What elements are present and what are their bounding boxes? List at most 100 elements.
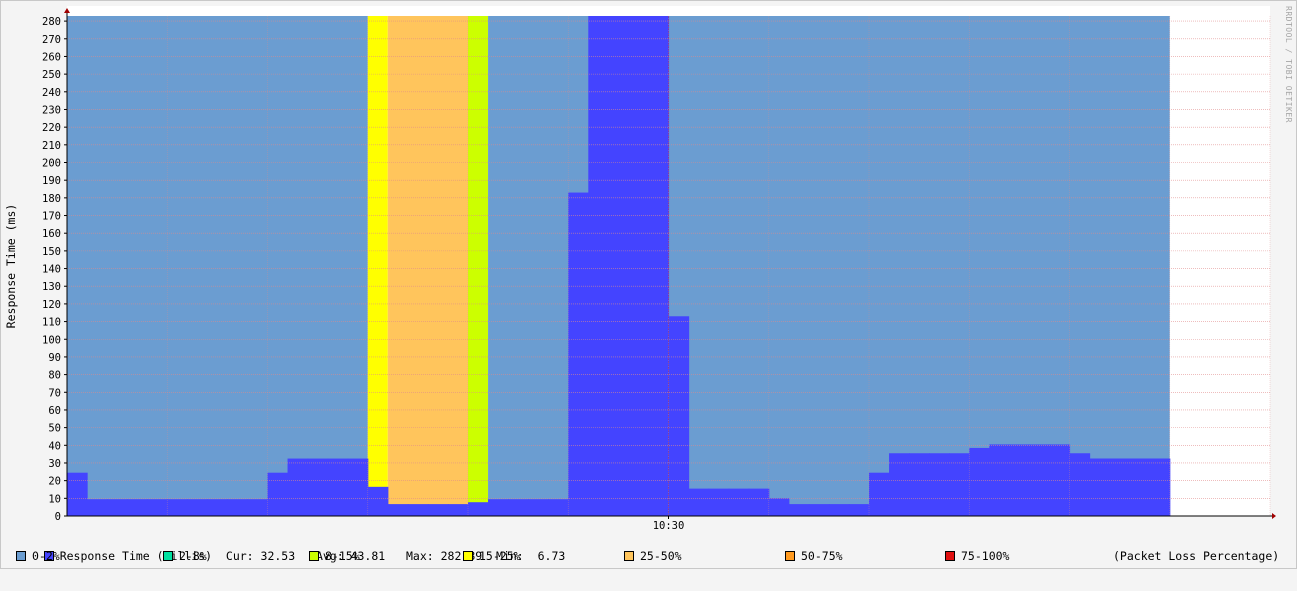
response-bar xyxy=(187,499,208,516)
loss-band-2 xyxy=(387,16,468,516)
rrdtool-watermark: RRDTOOL / TOBI OETIKER xyxy=(1284,6,1293,123)
avg-label: Avg: xyxy=(315,549,344,563)
y-tick-label: 120 xyxy=(42,299,61,311)
y-tick-label: 150 xyxy=(42,246,61,258)
response-bar xyxy=(347,458,369,516)
loss-legend-swatch xyxy=(463,551,473,561)
response-bar xyxy=(468,502,489,516)
loss-legend-label: 50-75% xyxy=(801,549,843,563)
loss-band-1 xyxy=(367,16,388,516)
response-bar xyxy=(989,444,1010,516)
response-bar xyxy=(107,499,128,516)
response-legend-row: Response Time (millis) Cur: 32.53 Avg: 4… xyxy=(16,535,565,563)
response-bar xyxy=(648,16,670,516)
response-bar xyxy=(447,504,469,516)
response-bar xyxy=(1089,458,1111,516)
y-tick-label: 10 xyxy=(48,493,61,505)
response-bar xyxy=(67,472,88,516)
response-bar xyxy=(367,486,389,516)
graph-frame: 0 10 20 30 40 50 60 70 80 90 100 110 120 130 140 150 160… xyxy=(0,0,1297,569)
response-bar xyxy=(929,453,950,516)
min-value: 6.73 xyxy=(537,549,566,563)
y-tick-label: 230 xyxy=(42,104,61,116)
y-tick-label: 180 xyxy=(42,193,61,205)
loss-legend-label: 15-25% xyxy=(479,549,521,563)
response-bar xyxy=(1109,458,1131,516)
response-bar xyxy=(628,16,650,516)
y-tick-label: 110 xyxy=(42,317,61,329)
loss-legend-item: 75-100% xyxy=(945,549,1009,563)
response-bar xyxy=(427,504,449,516)
loss-legend-label: 0-2% xyxy=(32,549,60,563)
response-bar xyxy=(788,504,810,516)
loss-legend-item: 8-15% xyxy=(309,549,360,563)
y-tick-label: 200 xyxy=(42,158,61,170)
loss-legend-label: 25-50% xyxy=(640,549,682,563)
response-bar xyxy=(1029,444,1051,516)
y-tick-label: 90 xyxy=(48,352,61,364)
x-axis-arrow xyxy=(1272,513,1276,519)
loss-legend-swatch xyxy=(624,551,634,561)
response-bar xyxy=(1009,444,1030,516)
loss-legend-item: 0-2% xyxy=(16,549,60,563)
loss-legend-swatch xyxy=(945,551,955,561)
response-bar xyxy=(909,453,930,516)
response-bar xyxy=(207,499,228,516)
response-bar xyxy=(167,499,188,516)
response-bar xyxy=(287,458,309,516)
cur-value: 32.53 xyxy=(260,549,296,563)
response-bar xyxy=(889,453,910,516)
response-bar xyxy=(708,488,730,516)
y-axis-arrow xyxy=(64,8,70,13)
response-bar xyxy=(327,458,349,516)
min-label: Min: xyxy=(496,549,524,563)
y-tick-label: 260 xyxy=(42,51,61,63)
avg-value: 43.81 xyxy=(350,549,386,563)
response-bar xyxy=(1069,453,1091,516)
response-bar xyxy=(147,499,168,516)
y-tick-label: 170 xyxy=(42,211,61,223)
y-tick-label: 160 xyxy=(42,228,61,240)
response-bar xyxy=(508,499,529,516)
y-tick-label: 30 xyxy=(48,458,61,470)
response-bar xyxy=(969,447,990,516)
loss-band-0 xyxy=(67,16,368,516)
packet-loss-legend-row: (Packet Loss Percentage) 0-2% 2-8% 8-15% 15… xyxy=(16,549,1286,563)
loss-legend-swatch xyxy=(16,551,26,561)
response-bar xyxy=(267,472,289,516)
loss-band-3 xyxy=(468,16,489,516)
response-bar xyxy=(227,499,249,516)
y-tick-label: 240 xyxy=(42,87,61,99)
response-bar xyxy=(949,453,970,516)
y-tick-label: 190 xyxy=(42,175,61,187)
y-tick-label: 280 xyxy=(42,16,61,28)
loss-legend-label: 2-8% xyxy=(179,549,207,563)
response-time-chart: 0 10 20 30 40 50 60 70 80 90 100 110 120 130 140 150 160… xyxy=(4,6,1276,532)
response-bar xyxy=(1149,458,1171,516)
response-bar xyxy=(387,504,409,516)
y-tick-label: 270 xyxy=(42,34,61,46)
response-bar xyxy=(728,488,750,516)
y-tick-label: 40 xyxy=(48,440,61,452)
response-bar xyxy=(688,488,710,516)
y-tick-label: 80 xyxy=(48,370,61,382)
response-bar xyxy=(548,499,569,516)
y-tick-label: 210 xyxy=(42,140,61,152)
response-bar xyxy=(407,504,429,516)
cur-label: Cur: xyxy=(225,549,254,563)
response-bar xyxy=(608,16,629,516)
max-label: Max: xyxy=(405,549,434,563)
y-tick-label: 140 xyxy=(42,264,61,276)
x-tick-label: 10:30 xyxy=(653,520,685,532)
response-swatch xyxy=(43,551,54,561)
response-bar xyxy=(668,316,690,516)
packet-loss-legend-title: (Packet Loss Percentage) xyxy=(1113,549,1280,563)
response-bar xyxy=(87,499,108,516)
response-bar xyxy=(1049,444,1071,516)
response-bar xyxy=(768,498,790,516)
y-tick-label: 100 xyxy=(42,334,61,346)
y-tick-label: 130 xyxy=(42,281,61,293)
response-bar xyxy=(127,499,148,516)
loss-legend-item: 2-8% xyxy=(163,549,207,563)
loss-legend-swatch xyxy=(309,551,319,561)
